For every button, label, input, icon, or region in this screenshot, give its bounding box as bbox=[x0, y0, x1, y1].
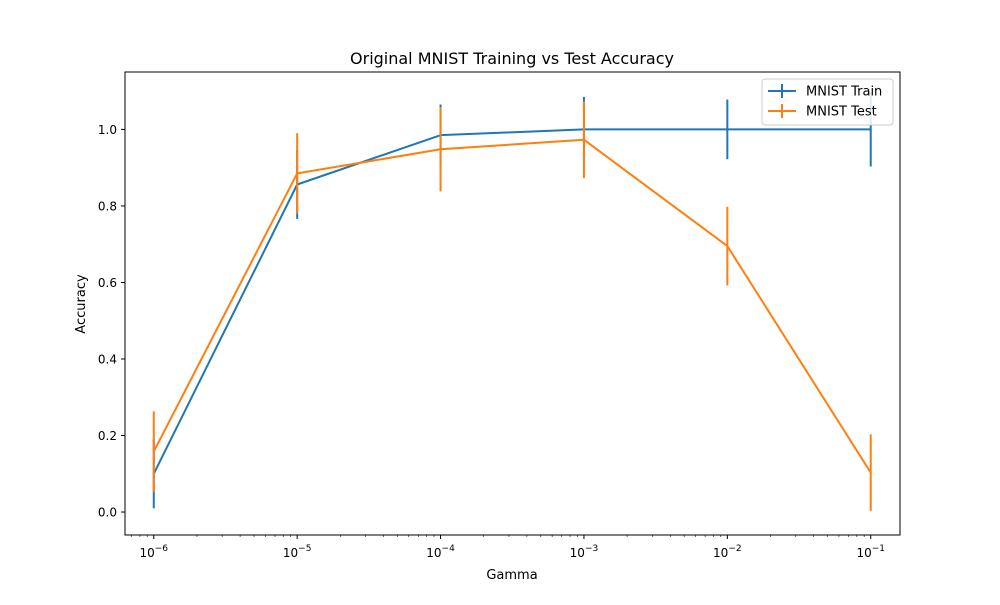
plot-area-frame bbox=[124, 71, 901, 536]
chart-title: Original MNIST Training vs Test Accuracy bbox=[350, 49, 674, 68]
y-tick-label: 0.0 bbox=[98, 506, 117, 520]
legend-entry: MNIST Test bbox=[768, 104, 877, 120]
series-1 bbox=[152, 101, 872, 511]
y-tick-label: 0.6 bbox=[98, 276, 117, 290]
legend-label: MNIST Train bbox=[806, 85, 882, 100]
data-series bbox=[152, 92, 872, 511]
y-axis-label: Accuracy bbox=[74, 274, 89, 334]
legend: MNIST Train MNIST Test bbox=[761, 78, 894, 126]
legend-entry: MNIST Train bbox=[768, 84, 882, 100]
y-tick-label: 1.0 bbox=[98, 123, 117, 137]
y-tick-label: 0.4 bbox=[98, 352, 117, 366]
series-line bbox=[152, 128, 871, 475]
series-line bbox=[152, 138, 872, 474]
y-tick-label: 0.2 bbox=[98, 429, 117, 443]
x-axis-label: Gamma bbox=[486, 568, 537, 583]
legend-label: MNIST Test bbox=[806, 105, 877, 120]
y-tick-label: 0.8 bbox=[98, 199, 117, 213]
